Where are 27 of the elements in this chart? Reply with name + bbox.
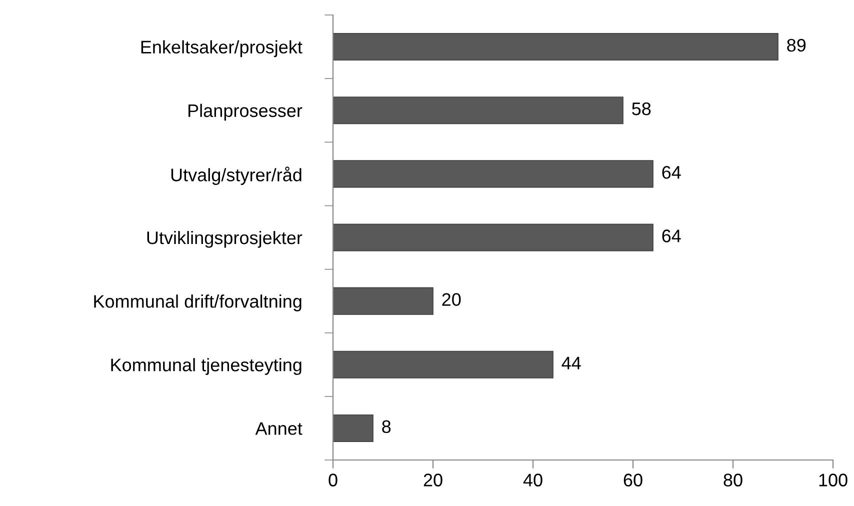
bar [333,414,374,442]
bar [333,224,654,252]
data-label: 64 [662,230,681,242]
y-tick-label: Utviklingsprosjekter [147,230,302,248]
bar [333,287,434,315]
y-tick-label: Kommunal drift/forvaltning [94,294,302,312]
data-label: 58 [632,102,651,116]
data-label: 64 [662,166,681,179]
x-tick-label: 40 [523,474,542,486]
x-tick-label: 20 [424,474,442,486]
data-label: 44 [562,356,581,370]
bar [333,33,778,61]
y-tick-label: Annet [255,422,302,435]
x-tick-label: 0 [328,474,338,486]
x-tick-label: 60 [624,474,642,486]
y-tick-label: Planprosesser [188,104,302,121]
x-tick-label: 80 [724,474,742,486]
bar [333,96,624,124]
data-label: 89 [787,38,806,52]
y-tick-label: Kommunal tjenesteyting [111,358,302,375]
data-label: 8 [382,420,391,434]
y-tick-label: Utvalg/styrer/råd [171,166,302,185]
bar [333,350,554,378]
bar [333,160,654,188]
y-tick-label: Enkeltsaker/prosjekt [141,40,302,58]
data-label: 20 [442,293,461,306]
x-tick-label: 100 [819,474,848,486]
